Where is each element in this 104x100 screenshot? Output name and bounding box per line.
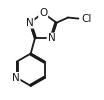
Text: N: N [26, 18, 34, 28]
Text: N: N [12, 73, 20, 83]
Text: N: N [48, 34, 55, 44]
Text: O: O [39, 8, 47, 18]
Text: Cl: Cl [82, 14, 92, 24]
